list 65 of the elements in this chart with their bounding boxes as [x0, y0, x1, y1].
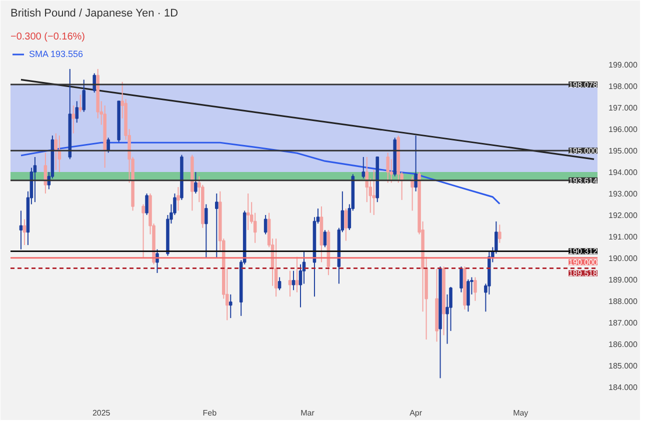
candlestick	[72, 104, 76, 134]
x-tick-label: May	[513, 408, 528, 418]
x-tick-label: 2025	[92, 408, 111, 418]
y-tick-label: 187.000	[608, 318, 638, 328]
x-tick-label: Apr	[410, 408, 422, 418]
candlestick	[278, 276, 282, 291]
candlestick	[372, 169, 376, 216]
candlestick	[228, 294, 232, 319]
candlestick	[33, 156, 37, 203]
candlestick	[106, 137, 110, 154]
candlestick	[92, 72, 96, 94]
y-tick-label: 198.000	[608, 82, 638, 92]
candlestick	[414, 135, 418, 192]
candlestick	[498, 224, 502, 244]
candlestick	[22, 218, 26, 246]
candlestick	[362, 156, 366, 179]
candlestick	[466, 278, 470, 312]
x-tick-label: Mar	[300, 408, 315, 418]
y-tick-label: 193.000	[608, 190, 638, 199]
candlestick	[75, 100, 79, 124]
text: SMA 193.556	[29, 49, 84, 59]
ref-line-label: 198.078	[568, 80, 598, 90]
ref-line-label: 195.000	[568, 146, 598, 156]
candlestick	[386, 152, 390, 184]
candlestick	[78, 94, 82, 112]
y-tick-label: 194.000	[608, 168, 638, 178]
candlestick	[274, 238, 278, 298]
candlestick	[176, 186, 180, 212]
ref-line-label: 193.614	[568, 176, 598, 186]
y-tick-label: 192.000	[608, 210, 638, 220]
candlestick	[194, 172, 198, 194]
candlestick	[288, 270, 292, 298]
candlestick	[19, 210, 23, 250]
candlestick	[323, 230, 327, 248]
y-tick-label: 189.000	[608, 275, 638, 284]
ref-line-label: 190.000	[568, 258, 598, 268]
y-tick-label: 191.000	[608, 232, 638, 242]
candlestick	[246, 193, 250, 231]
y-tick-label: 195.000	[608, 146, 638, 156]
candlestick	[142, 204, 145, 258]
candlestick	[204, 204, 208, 258]
y-tick-label: 184.000	[608, 382, 638, 392]
candlestick	[82, 79, 86, 112]
candlestick	[460, 266, 463, 293]
candlestick	[344, 208, 348, 242]
candlestick	[215, 193, 218, 258]
x-tick-label: Feb	[202, 408, 218, 418]
ref-line-label: 190.312	[568, 247, 598, 256]
y-tick-label: 188.000	[608, 296, 638, 306]
y-tick-label: 186.000	[608, 340, 638, 349]
candlestick	[292, 270, 296, 291]
line-series	[20, 142, 500, 205]
candlestick	[264, 214, 268, 235]
y-tick-label: 199.000	[608, 60, 638, 70]
text: −0.300 (−0.16%)	[10, 32, 85, 42]
chart-title: British Pound / Japanese Yen · 1D	[10, 8, 178, 20]
candlestick	[156, 248, 159, 274]
candlestick	[474, 276, 477, 302]
candlestick	[145, 193, 148, 216]
y-tick-label: 197.000	[608, 104, 638, 113]
ref-line-label: 189.518	[568, 269, 598, 278]
y-tick-label: 190.000	[608, 254, 638, 263]
y-tick-label: 185.000	[608, 361, 638, 370]
y-tick-label: 196.000	[608, 125, 638, 134]
candlestick	[295, 256, 299, 293]
